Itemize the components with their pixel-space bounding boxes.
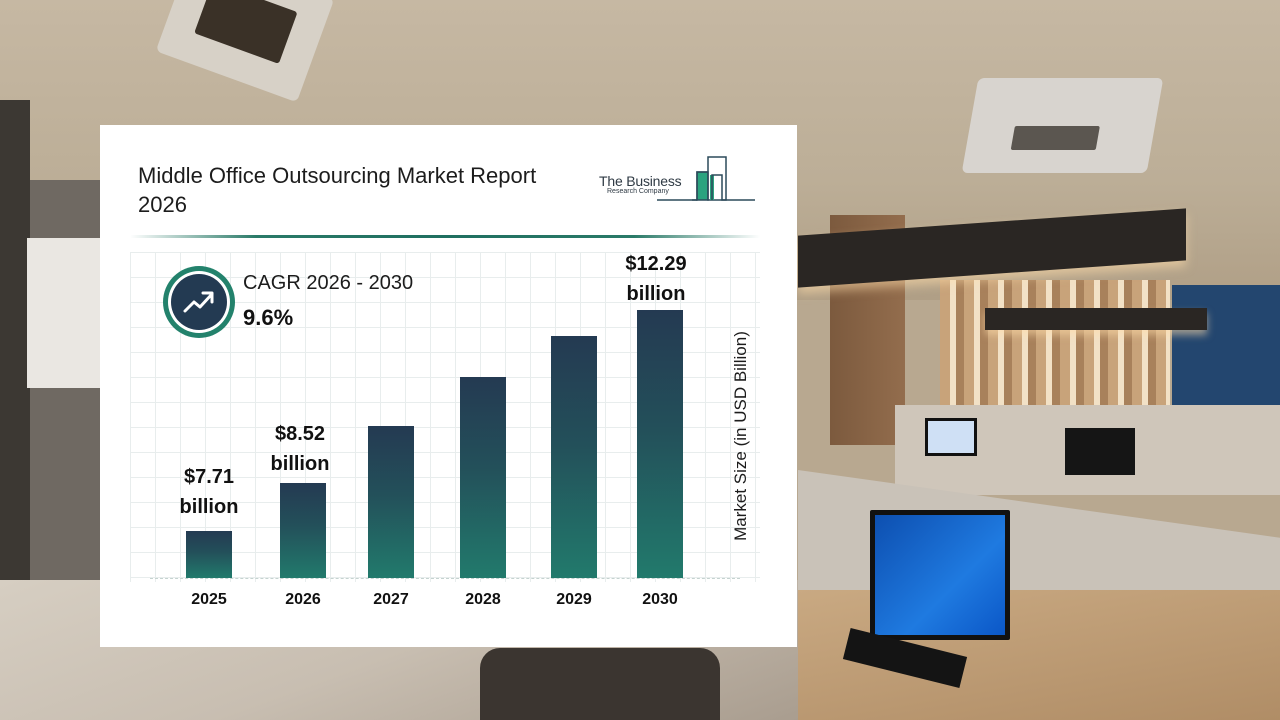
pendant-lamp <box>985 308 1207 330</box>
bar-label-2030: $12.29 billion <box>625 253 687 305</box>
monitor <box>1065 428 1135 475</box>
cagr-label: CAGR 2026 - 2030 <box>243 272 414 294</box>
x-tick-2028: 2028 <box>465 591 501 608</box>
bar-2028 <box>460 377 506 578</box>
chart-baseline <box>150 578 740 579</box>
monitor <box>925 418 977 456</box>
logo-text-primary: The Business <box>599 173 682 189</box>
x-tick-2025: 2025 <box>191 591 227 608</box>
blue-wall <box>1172 285 1280 425</box>
bar-2025 <box>186 531 232 578</box>
buildings-logo-icon <box>657 156 755 201</box>
y-axis-label: Market Size (in USD Billion) <box>731 331 750 541</box>
x-tick-2029: 2029 <box>556 591 592 608</box>
wood-slat-wall <box>940 280 1170 410</box>
x-tick-2030: 2030 <box>642 591 678 608</box>
cagr-value: 9.6% <box>243 305 294 330</box>
office-chair <box>480 648 720 720</box>
x-tick-2026: 2026 <box>285 591 321 608</box>
bar-2027 <box>368 426 414 578</box>
logo-text-secondary: Research Company <box>607 188 669 195</box>
ceiling-ac-unit <box>961 78 1164 173</box>
bar-2026 <box>280 483 326 578</box>
report-title: Middle Office Outsourcing Market Report … <box>138 163 537 217</box>
trending-up-icon <box>163 266 235 338</box>
bar-2030 <box>637 310 683 578</box>
x-tick-2027: 2027 <box>373 591 409 608</box>
bar-2029 <box>551 336 597 578</box>
bar-label-2026: $8.52 billion <box>270 423 330 475</box>
monitor <box>870 510 1010 640</box>
bar-label-2025: $7.71 billion <box>179 466 239 518</box>
title-divider <box>130 235 760 238</box>
market-report-card: Middle Office Outsourcing Market Report … <box>100 125 797 647</box>
whiteboard <box>27 238 102 388</box>
company-logo: The Business Research Company <box>597 155 757 205</box>
